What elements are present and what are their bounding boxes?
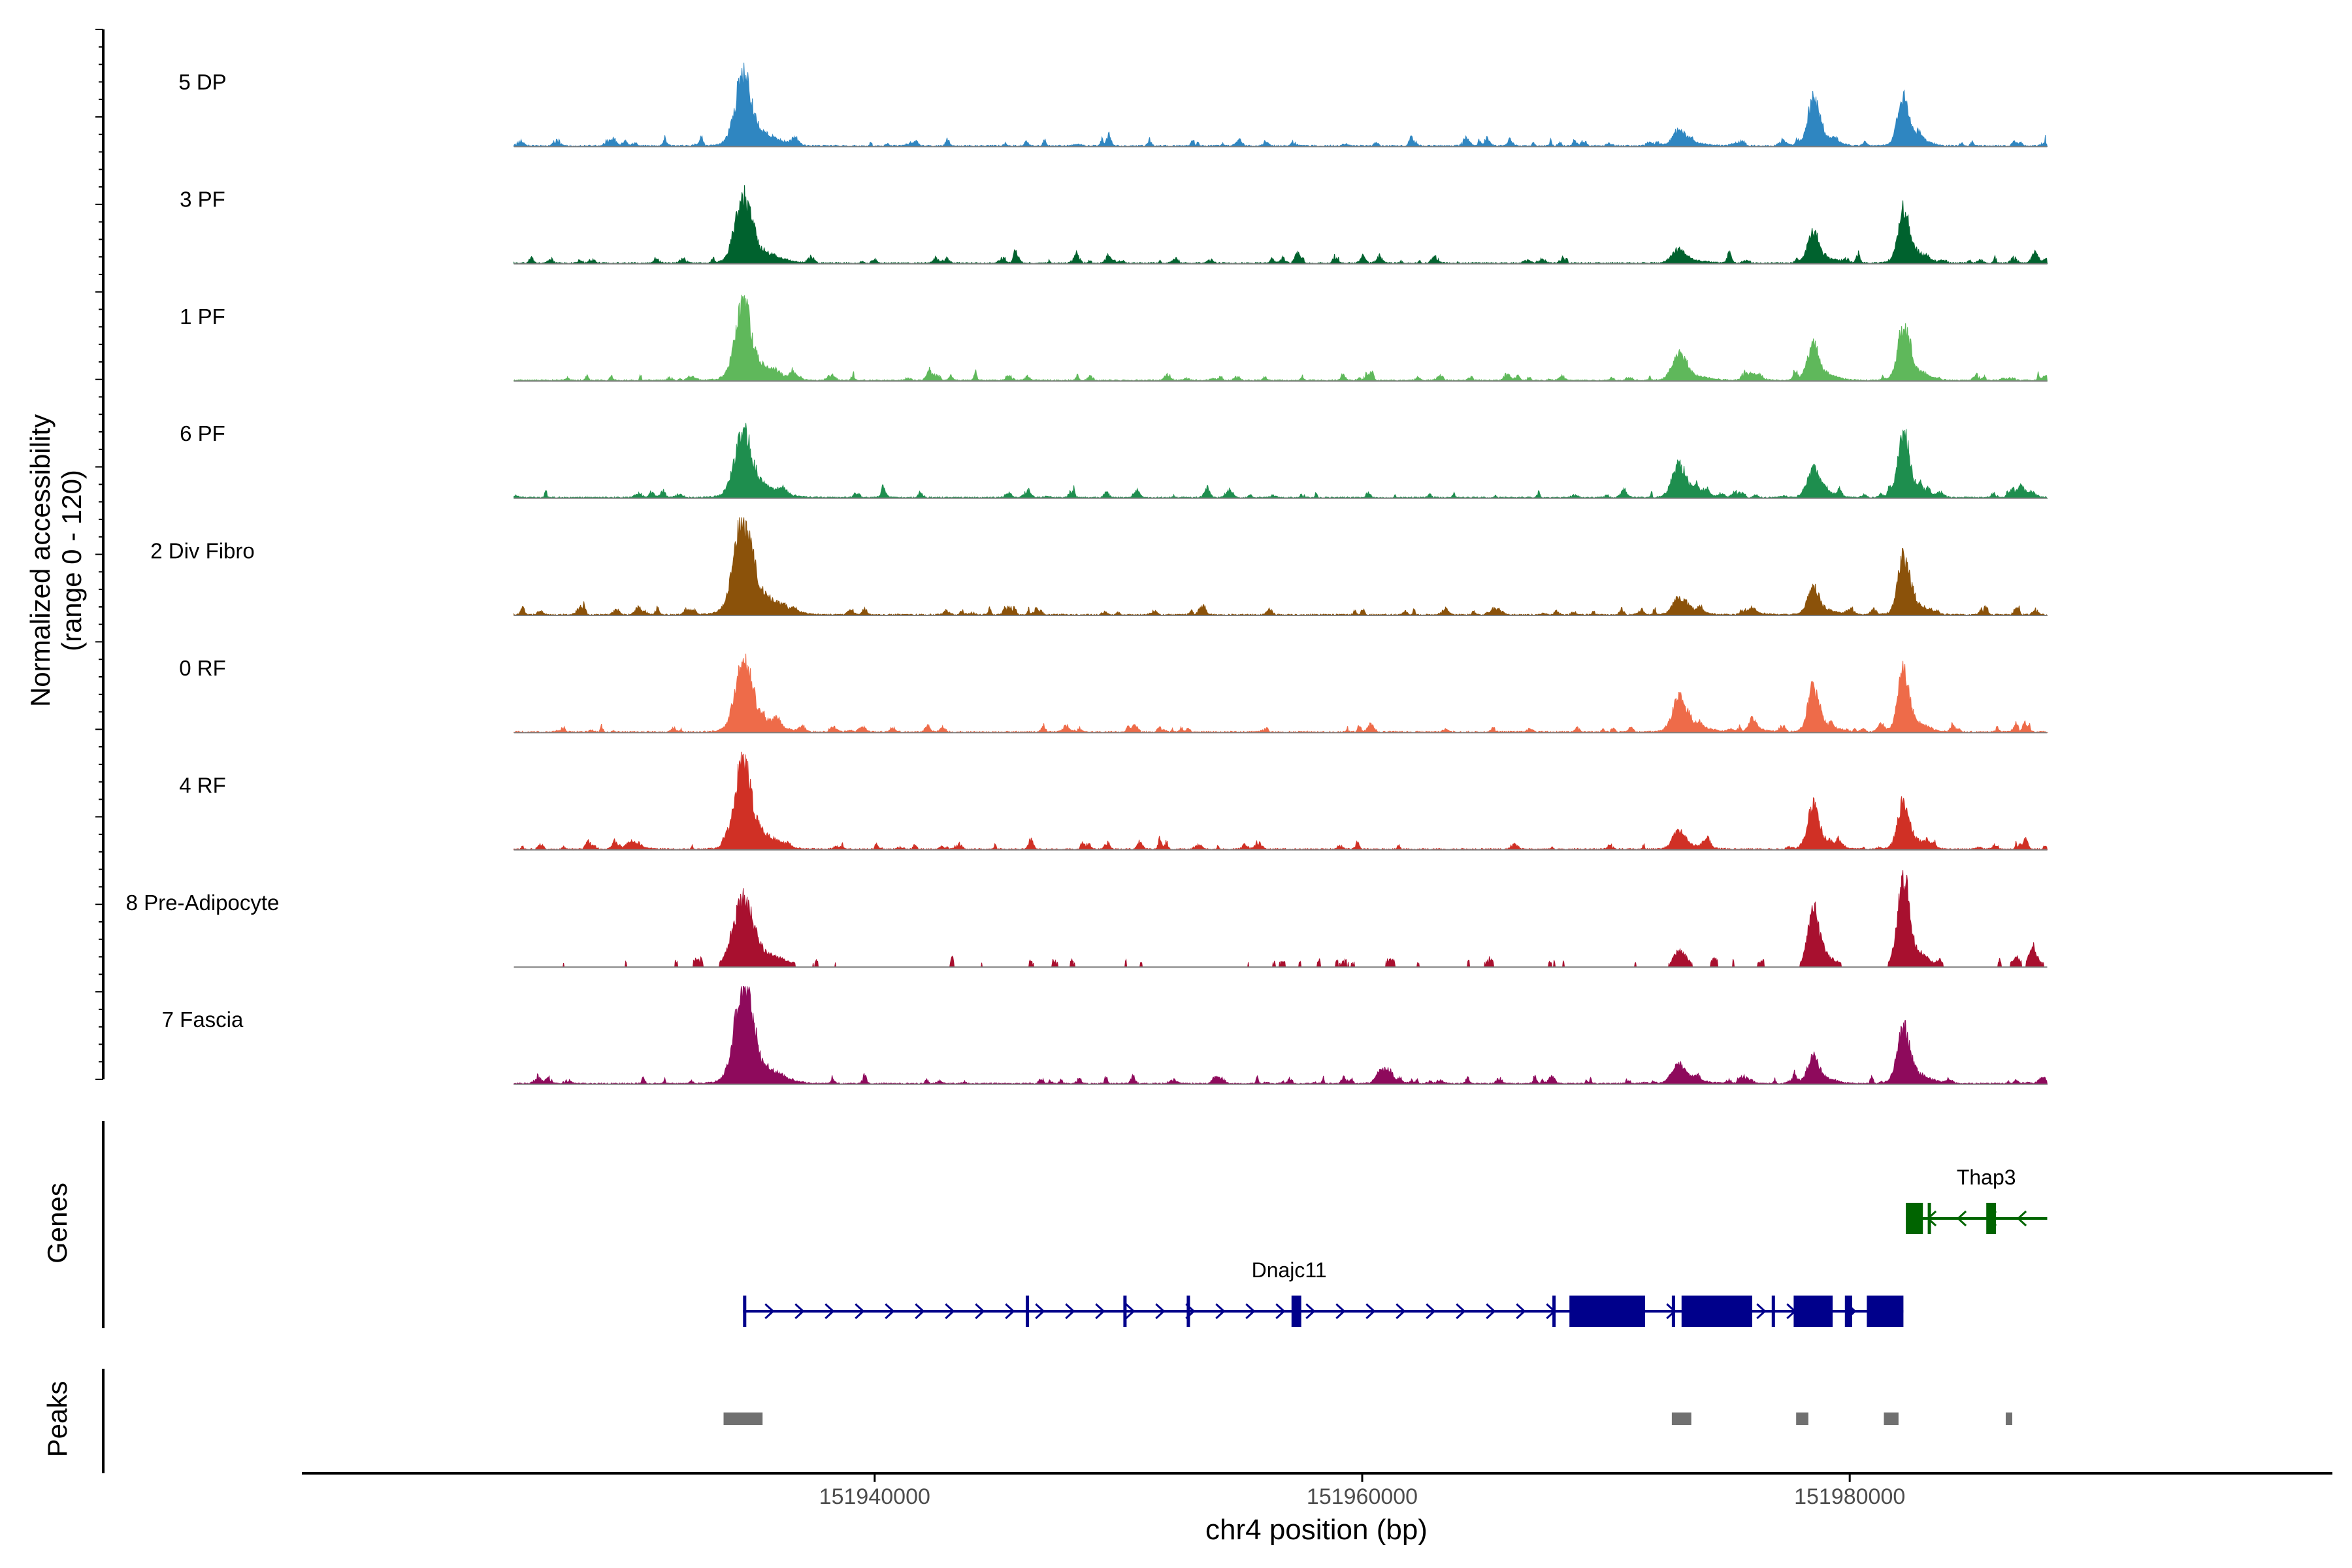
strand-arrow [1125, 1303, 1135, 1320]
coverage-area [514, 295, 2048, 382]
gene-exon [1186, 1296, 1190, 1327]
strand-arrow [764, 1303, 775, 1320]
strand-arrow [915, 1303, 925, 1320]
gene-exon [1771, 1296, 1775, 1327]
gene-exon [1793, 1296, 1833, 1327]
gene-exon [1906, 1203, 1923, 1234]
strand-arrow [1065, 1303, 1075, 1320]
track-0-rf: 0 RF [179, 653, 2049, 734]
gene-label: Thap3 [1957, 1166, 2016, 1189]
strand-arrow [2016, 1210, 2027, 1227]
strand-arrow [1486, 1303, 1496, 1320]
coverage-area [514, 62, 2048, 148]
track-2-div-fibro: 2 Div Fibro [150, 517, 2048, 617]
strand-arrow [1365, 1303, 1376, 1320]
strand-arrow [1456, 1303, 1466, 1320]
coverage-tracks: 5 DP 3 PF 1 PF 6 PF 2 Div Fibro 0 RF 4 RF 8 Pre… [126, 62, 2049, 1085]
x-axis-title: chr4 position (bp) [1205, 1514, 1428, 1546]
gene-exon [1569, 1296, 1645, 1327]
x-tick-label: 151960000 [1307, 1484, 1418, 1509]
coverage-area [514, 986, 2048, 1085]
track-label: 7 Fascia [162, 1007, 244, 1032]
peak-region [1796, 1413, 1808, 1425]
gene-exon [1867, 1296, 1904, 1327]
peak-region [2006, 1413, 2012, 1425]
gene-thap3: Thap3 [1906, 1166, 2048, 1234]
strand-arrow [1245, 1303, 1256, 1320]
track-label: 4 RF [179, 773, 226, 797]
strand-arrow [1956, 1210, 1967, 1227]
coverage-area [514, 423, 2048, 499]
gene-exon [1123, 1296, 1127, 1327]
track-label: 5 DP [178, 70, 226, 94]
coverage-area [514, 870, 2048, 968]
gene-dnajc11: Dnajc11 [743, 1258, 1904, 1327]
strand-arrow [1095, 1303, 1105, 1320]
strand-arrow [1756, 1303, 1767, 1320]
track-8-pre-adipocyte: 8 Pre-Adipocyte [126, 870, 2048, 968]
strand-arrow [885, 1303, 895, 1320]
track-6-pf: 6 PF [180, 421, 2048, 499]
peak-region [723, 1413, 763, 1425]
track-label: 3 PF [180, 187, 225, 211]
strand-arrow [945, 1303, 955, 1320]
strand-arrow [1426, 1303, 1436, 1320]
gene-exon [1671, 1296, 1675, 1327]
track-label: 8 Pre-Adipocyte [126, 890, 280, 915]
gene-exon [1927, 1203, 1931, 1234]
peaks-label: Peaks [42, 1381, 73, 1458]
strand-arrow [1396, 1303, 1406, 1320]
strand-arrow [855, 1303, 865, 1320]
track-label: 6 PF [180, 421, 225, 446]
x-axis: chr4 position (bp) 151940000 151960000 151… [302, 1472, 2332, 1546]
strand-arrow [1335, 1303, 1346, 1320]
strand-arrow [1275, 1303, 1286, 1320]
strand-arrow [1516, 1303, 1526, 1320]
peak-region [1884, 1413, 1899, 1425]
gene-track: Genes Dnajc11 Thap3 [42, 1121, 2048, 1328]
y-axis-title-line1: Normalized accessibility [25, 414, 56, 707]
coverage-area [514, 653, 2049, 734]
strand-arrow [975, 1303, 985, 1320]
x-tick-label: 151940000 [819, 1484, 930, 1509]
strand-arrow [1005, 1303, 1015, 1320]
y-axis-title: Normalized accessibility (range 0 - 120) [25, 414, 87, 707]
strand-arrow [1305, 1303, 1316, 1320]
gene-exon [1986, 1203, 1997, 1234]
gene-exon [1844, 1296, 1852, 1327]
strand-arrow [825, 1303, 835, 1320]
track-5-dp: 5 DP [178, 62, 2048, 148]
gene-label: Dnajc11 [1252, 1258, 1327, 1282]
track-4-rf: 4 RF [179, 751, 2048, 851]
track-1-pf: 1 PF [180, 295, 2048, 382]
track-3-pf: 3 PF [180, 185, 2048, 265]
peak-track: Peaks [42, 1369, 2012, 1473]
genes-label: Genes [42, 1183, 73, 1264]
strand-arrow [794, 1303, 805, 1320]
gene-exon [1552, 1296, 1556, 1327]
track-label: 0 RF [179, 656, 226, 680]
gene-exon [1681, 1296, 1752, 1327]
gene-exon [743, 1296, 747, 1327]
y-axis-title-line2: (range 0 - 120) [56, 470, 87, 651]
coverage-area [514, 185, 2048, 265]
peak-region [1671, 1413, 1691, 1425]
gene-exon [1291, 1296, 1301, 1327]
strand-arrow [1215, 1303, 1226, 1320]
x-tick-label: 151980000 [1794, 1484, 1905, 1509]
strand-arrow [1035, 1303, 1045, 1320]
strand-arrow [1155, 1303, 1166, 1320]
coverage-area [514, 751, 2048, 851]
gene-exon [1026, 1296, 1030, 1327]
track-7-fascia: 7 Fascia [162, 986, 2048, 1085]
track-label: 1 PF [180, 304, 225, 329]
track-label: 2 Div Fibro [150, 539, 255, 563]
coverage-area [514, 517, 2048, 617]
